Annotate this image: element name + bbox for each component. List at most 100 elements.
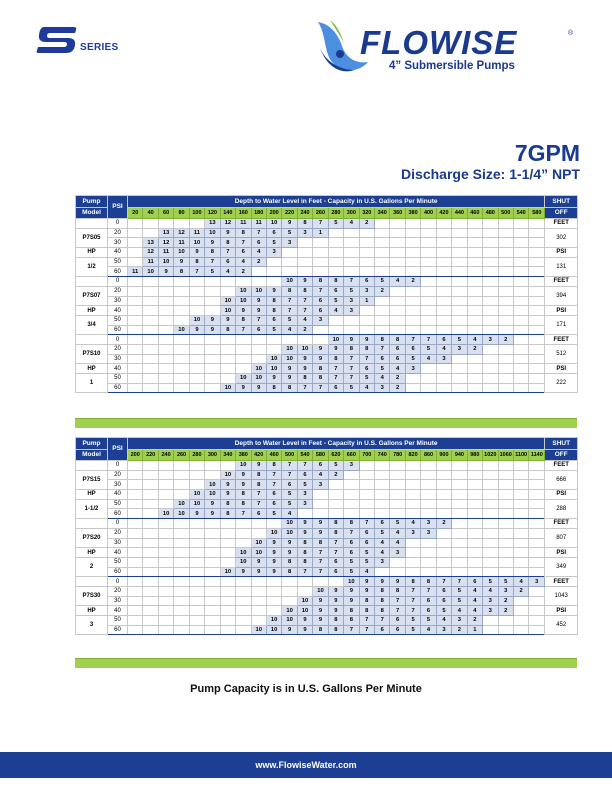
empty-cell (281, 266, 298, 278)
empty-cell (482, 479, 499, 491)
psi-value: 40 (107, 605, 128, 616)
empty-cell (482, 489, 499, 500)
psi-value: 20 (107, 469, 128, 481)
psi-value: 20 (107, 343, 128, 355)
capacity-cell: 9 (250, 566, 267, 578)
empty-cell (327, 489, 345, 500)
capacity-cell: 5 (373, 527, 391, 539)
empty-cell (188, 527, 206, 539)
shut-header: SHUT (544, 195, 579, 208)
psi-value: 50 (107, 373, 128, 384)
empty-cell (451, 479, 468, 491)
capacity-cell: 10 (343, 576, 360, 587)
empty-cell (435, 314, 453, 326)
empty-cell (204, 556, 221, 568)
empty-cell (327, 479, 345, 491)
empty-cell (126, 566, 144, 578)
capacity-cell: 8 (389, 334, 406, 345)
empty-cell (188, 518, 206, 529)
capacity-cell: 6 (358, 527, 376, 539)
empty-cell (312, 247, 329, 258)
empty-cell (451, 489, 468, 500)
capacity-cell: 9 (389, 576, 406, 587)
empty-cell (482, 518, 499, 529)
capacity-cell: 6 (420, 595, 437, 607)
empty-cell (250, 518, 267, 529)
capacity-cell: 7 (358, 518, 376, 529)
empty-cell (142, 343, 159, 355)
empty-cell (451, 498, 468, 510)
shutoff-psi-label: PSI (544, 247, 579, 258)
capacity-cell: 11 (235, 218, 252, 229)
empty-cell (420, 324, 437, 336)
capacity-cell: 3 (343, 460, 360, 471)
depth-label: 380 (404, 207, 422, 219)
capacity-cell: 6 (250, 508, 267, 520)
capacity-cell: 2 (451, 624, 468, 636)
empty-cell (512, 460, 530, 471)
empty-cell (482, 305, 499, 316)
empty-cell (373, 266, 391, 278)
capacity-cell: 9 (373, 576, 391, 587)
empty-cell (512, 566, 530, 578)
depth-label: 180 (250, 207, 267, 219)
psi-value: 30 (107, 237, 128, 249)
empty-cell (204, 518, 221, 529)
hp-label: HP (75, 489, 108, 500)
empty-cell (512, 624, 530, 636)
empty-cell (265, 595, 283, 607)
capacity-cell: 6 (343, 547, 360, 558)
empty-cell (528, 469, 546, 481)
empty-cell (435, 295, 453, 307)
capacity-cell: 9 (204, 498, 221, 510)
empty-cell (420, 537, 437, 549)
empty-cell (204, 595, 221, 607)
empty-cell (482, 382, 499, 394)
capacity-cell: 8 (265, 305, 283, 316)
capacity-cell: 7 (343, 363, 360, 374)
model-name: P7S30 (75, 585, 108, 607)
table-row: 30 10 10 9 8 7 7 6 5 3 1 (76, 295, 578, 307)
empty-cell (281, 595, 298, 607)
capacity-cell: 8 (327, 276, 345, 287)
empty-cell (343, 256, 360, 268)
capacity-cell: 9 (327, 585, 345, 597)
empty-cell (219, 537, 237, 549)
empty-cell (157, 479, 175, 491)
empty-cell (265, 256, 283, 268)
capacity-cell: 10 (204, 489, 221, 500)
capacity-cell: 7 (204, 256, 221, 268)
empty-cell (512, 479, 530, 491)
empty-cell (126, 363, 144, 374)
empty-cell (126, 382, 144, 394)
table-row: HP 40 10 10 9 9 8 7 7 6 5 4 3 PSI (75, 363, 579, 374)
depth-label: 580 (312, 449, 329, 461)
footer-website-link[interactable]: www.FlowiseWater.com (255, 760, 357, 770)
empty-cell (528, 276, 546, 287)
empty-cell (126, 615, 144, 626)
depth-label: 500 (497, 207, 514, 219)
capacity-cell: 7 (312, 218, 329, 229)
capacity-cell: 4 (435, 615, 453, 626)
empty-cell (451, 508, 468, 520)
empty-cell (466, 295, 484, 307)
capacity-cell: 1 (358, 295, 376, 307)
depth-label: 420 (250, 449, 267, 461)
depth-label: 620 (327, 449, 345, 461)
empty-cell (219, 585, 237, 597)
table-row: P7S07 20 10 10 9 8 8 7 6 5 3 2 394 (75, 285, 579, 307)
empty-cell (528, 247, 546, 258)
capacity-cell: 4 (312, 469, 329, 481)
empty-cell (188, 295, 206, 307)
empty-cell (404, 295, 422, 307)
shutoff-feet-value: 394 (544, 285, 579, 307)
shutoff-psi-value: 171 (544, 314, 579, 336)
psi-value: 40 (107, 547, 128, 558)
empty-cell (497, 266, 514, 278)
empty-cell (157, 343, 175, 355)
empty-cell (250, 276, 267, 287)
table-row: 60 10 9 9 9 8 7 7 6 5 4 (76, 566, 578, 578)
depth-label: 80 (173, 207, 190, 219)
empty-cell (420, 382, 437, 394)
capacity-cell: 8 (265, 382, 283, 394)
